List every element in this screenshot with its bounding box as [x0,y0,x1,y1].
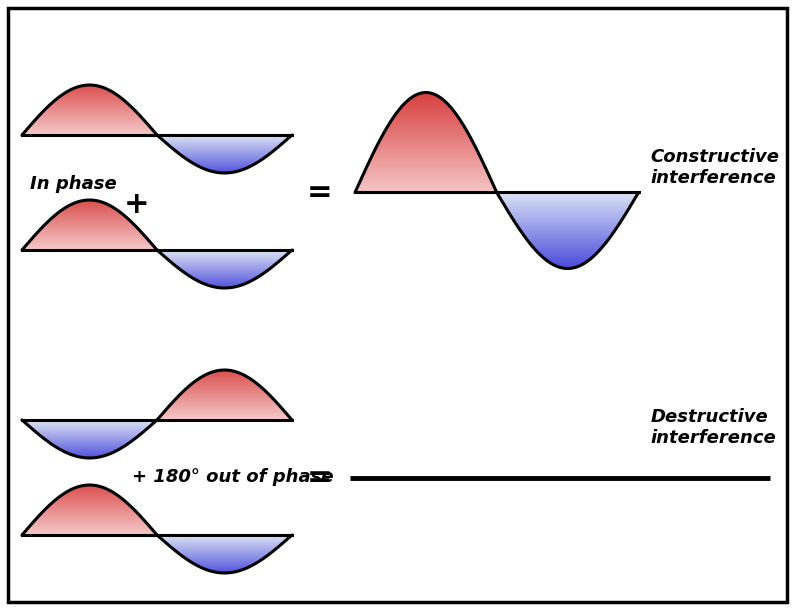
Text: Destructive
interference: Destructive interference [650,408,776,447]
Text: =: = [307,463,333,492]
Text: Constructive
interference: Constructive interference [650,148,780,187]
Text: +: + [124,190,149,219]
Text: =: = [307,178,333,207]
Text: In phase: In phase [30,176,117,193]
Text: + 180° out of phase: + 180° out of phase [132,468,333,487]
